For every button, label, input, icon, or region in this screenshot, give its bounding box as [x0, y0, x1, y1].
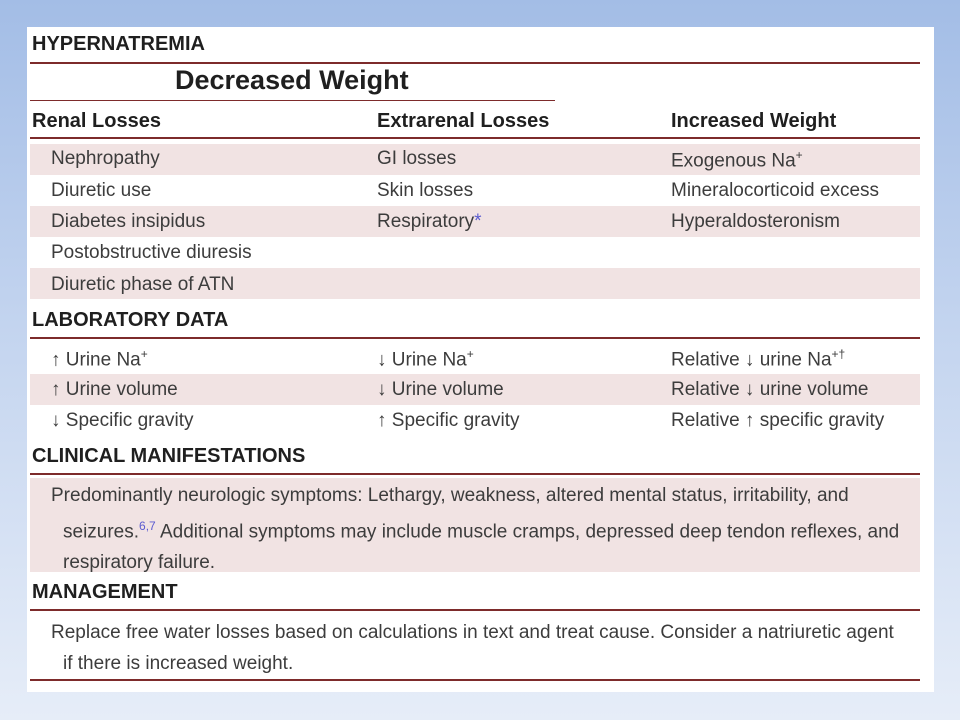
- lab-cell: Relative ↑ specific gravity: [671, 410, 885, 431]
- lab-rule: [30, 337, 920, 339]
- clinical-text: Predominantly neurologic symptoms: Letha…: [51, 485, 900, 574]
- cause-cell: Diuretic use: [51, 180, 152, 201]
- cause-cell: Nephropathy: [51, 148, 160, 169]
- clinical-band: [30, 478, 920, 572]
- row-band: [30, 268, 920, 299]
- cause-cell: Diuretic phase of ATN: [51, 274, 235, 295]
- column-header-renal: Renal Losses: [32, 110, 161, 132]
- lab-cell: ↑ Urine volume: [51, 379, 178, 400]
- lab-cell: ↓ Urine Na+: [377, 347, 474, 371]
- lab-cell: ↑ Urine Na+: [51, 347, 148, 371]
- cause-cell: GI losses: [377, 148, 457, 169]
- row-band: [30, 206, 920, 237]
- cause-cell: Skin losses: [377, 180, 474, 201]
- lab-cell: ↓ Specific gravity: [51, 410, 194, 431]
- clinical-header: CLINICAL MANIFESTATIONS: [32, 445, 306, 467]
- lab-cell: Relative ↓ urine Na+†: [671, 347, 846, 371]
- lab-cell: Relative ↓ urine volume: [671, 379, 869, 400]
- table-title: HYPERNATREMIA: [32, 33, 205, 55]
- cause-cell: Postobstructive diuresis: [51, 242, 252, 263]
- group-rule: [30, 100, 555, 101]
- bottom-rule: [30, 679, 920, 681]
- footnote-asterisk: *: [474, 211, 482, 232]
- title-rule: [30, 62, 920, 64]
- cause-cell: Hyperaldosteronism: [671, 211, 840, 232]
- cause-cell: Diabetes insipidus: [51, 211, 206, 232]
- column-header-extrarenal: Extrarenal Losses: [377, 110, 550, 132]
- cause-cell: Mineralocorticoid excess: [671, 180, 880, 201]
- clinical-rule: [30, 473, 920, 475]
- lab-header: LABORATORY DATA: [32, 309, 229, 331]
- lab-cell: ↑ Specific gravity: [377, 410, 520, 431]
- reference-marker: 6,7: [139, 519, 156, 533]
- table-card: HYPERNATREMIA Decreased Weight Renal Los…: [27, 27, 934, 692]
- management-rule: [30, 609, 920, 611]
- row-band: [30, 374, 920, 405]
- cause-cell: Respiratory*: [377, 211, 482, 232]
- lab-cell: ↓ Urine volume: [377, 379, 504, 400]
- group-header: Decreased Weight: [175, 65, 409, 95]
- management-text: Replace free water losses based on calcu…: [51, 622, 894, 674]
- management-header: MANAGEMENT: [32, 581, 178, 603]
- cause-cell: Exogenous Na+: [671, 148, 803, 172]
- column-header-rule: [30, 137, 920, 139]
- column-header-increased: Increased Weight: [671, 110, 837, 132]
- row-band: [30, 144, 920, 175]
